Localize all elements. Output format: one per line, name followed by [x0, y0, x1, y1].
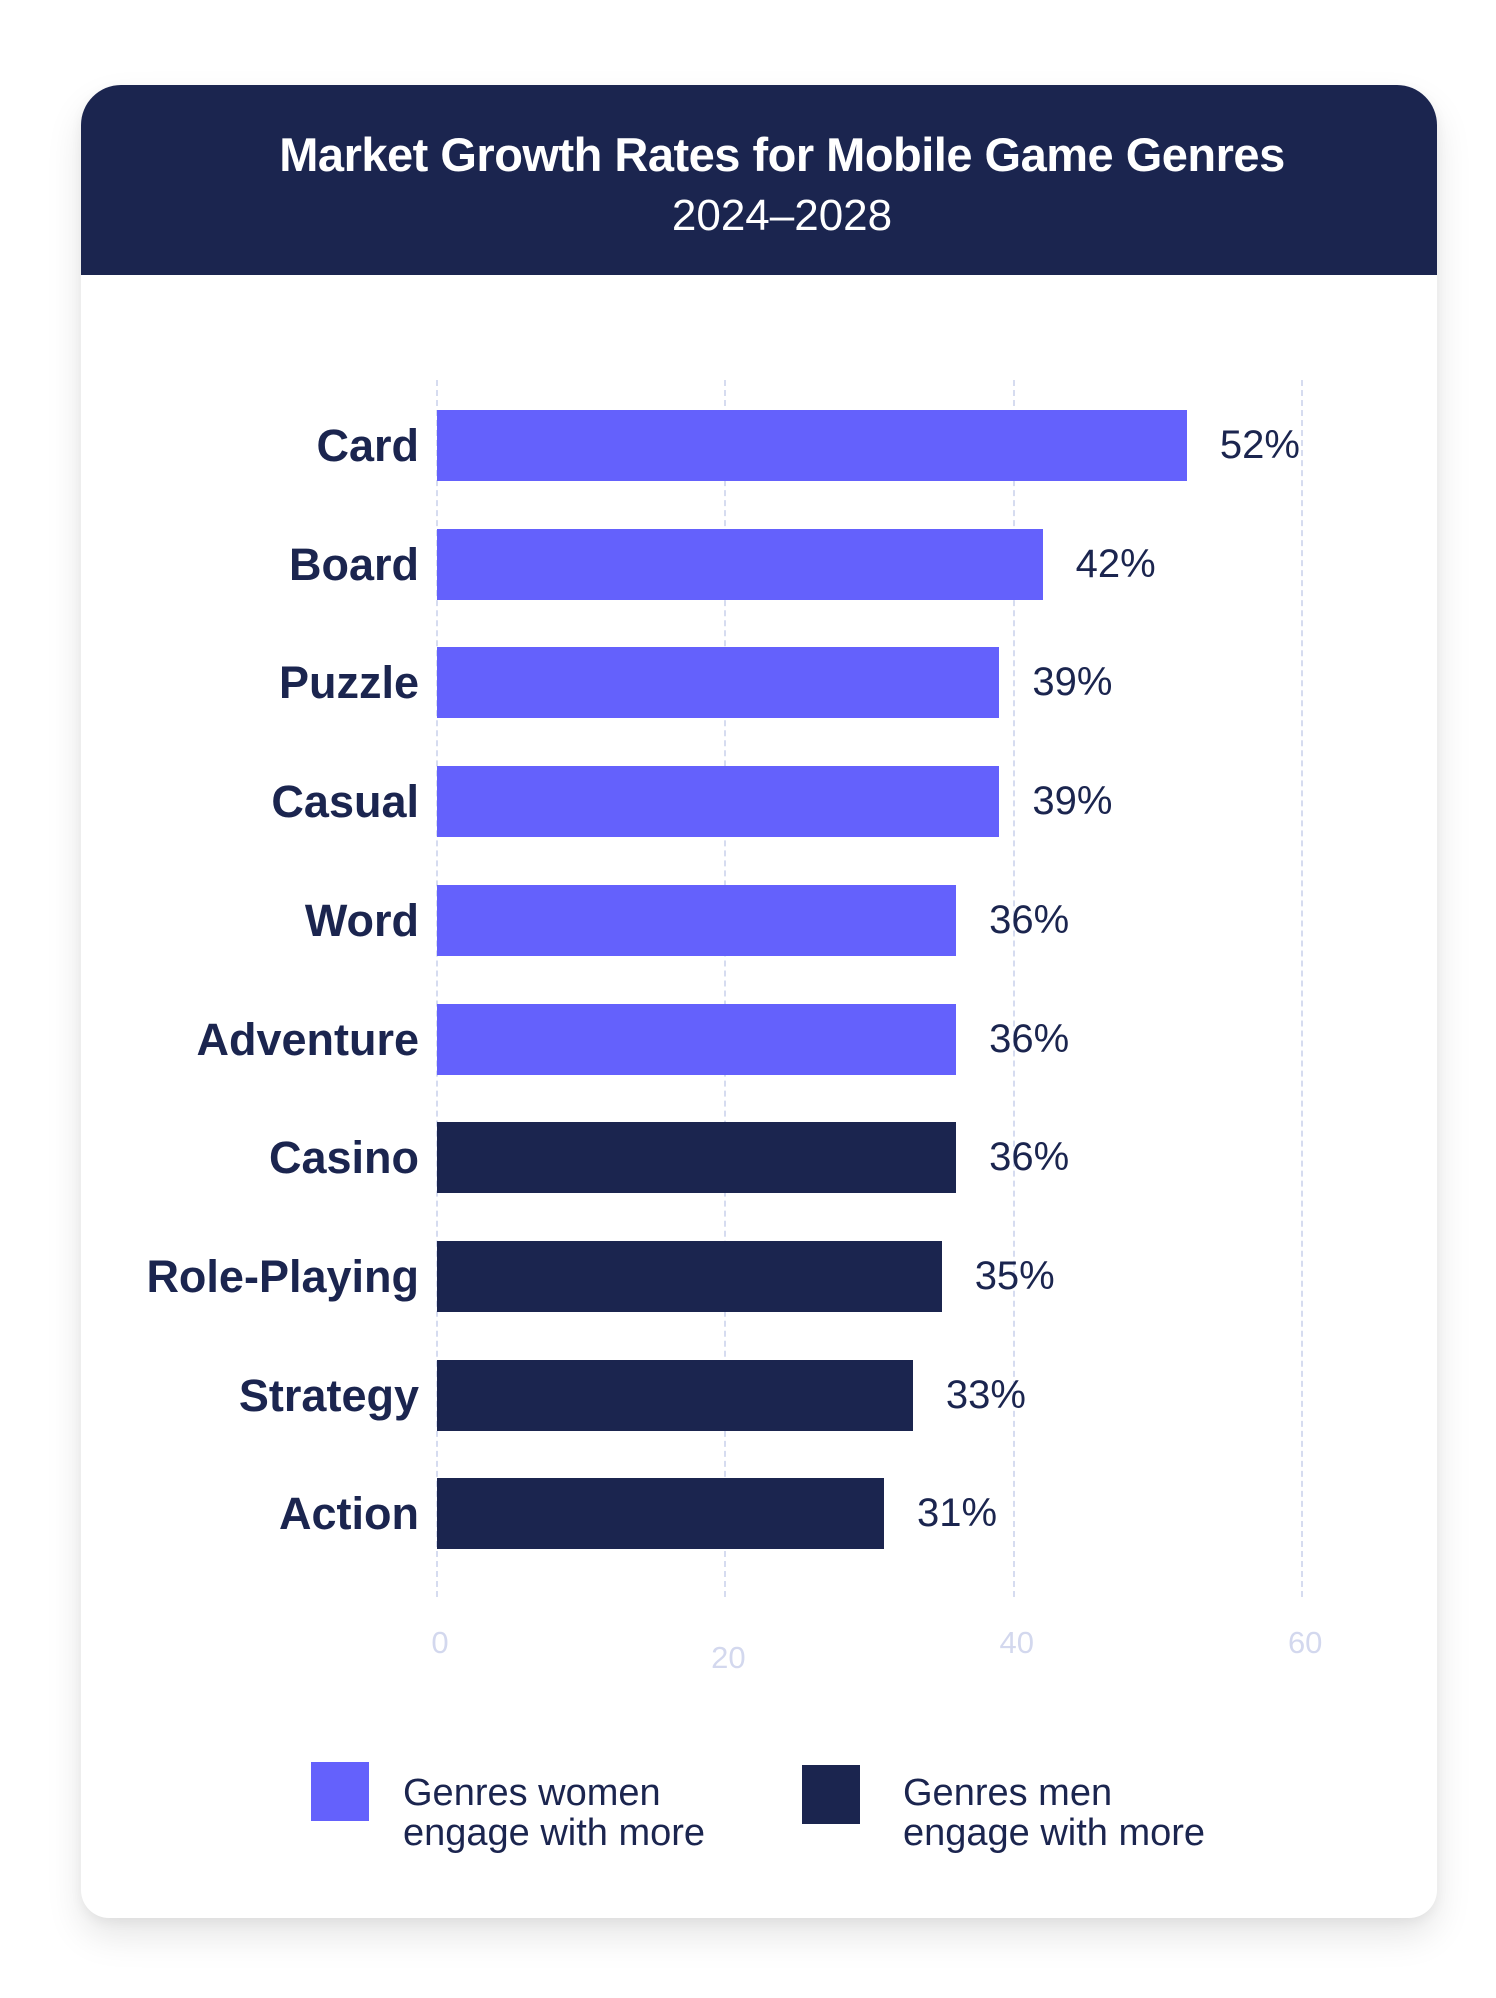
plot-area: 0 20 40 60 Card 52% Board 42% Puzzle 39% Casual 39%… [81, 85, 1437, 1918]
gridline-60 [1301, 380, 1304, 1597]
bar-casual[interactable] [437, 766, 1000, 837]
gridline-20 [724, 380, 727, 1597]
category-label: Word [304, 895, 419, 946]
value-label: 31% [917, 1491, 998, 1535]
x-tick-label: 40 [999, 1625, 1035, 1660]
gridline-0 [436, 380, 438, 1597]
legend-men-line1: Genres men [903, 1772, 1113, 1814]
category-label: Adventure [196, 1014, 419, 1065]
bar-row: Puzzle 39% [81, 647, 1437, 718]
bar-row: Card 52% [81, 410, 1437, 481]
category-label: Puzzle [278, 657, 419, 708]
bar-row: Word 36% [81, 885, 1437, 956]
legend-item-men: Genres men engage with more [903, 1773, 1323, 1853]
legend-men-line2: engage with more [903, 1812, 1206, 1854]
bar-casino[interactable] [437, 1122, 957, 1193]
category-label: Role-Playing [146, 1251, 419, 1302]
legend-women-line2: engage with more [403, 1812, 706, 1854]
bar-strategy[interactable] [437, 1360, 913, 1431]
bar-row: Board 42% [81, 529, 1437, 600]
legend-swatch-women [311, 1762, 369, 1821]
value-label: 33% [945, 1373, 1026, 1417]
chart-card: Market Growth Rates for Mobile Game Genr… [81, 85, 1437, 1918]
bar-action[interactable] [437, 1478, 885, 1549]
bar-role-playing[interactable] [437, 1241, 942, 1312]
bar-row: Casino 36% [81, 1122, 1437, 1193]
x-tick-label: 60 [1287, 1625, 1323, 1660]
legend-women-line1: Genres women [403, 1772, 661, 1814]
x-tick-label: 20 [711, 1640, 746, 1675]
value-label: 39% [1032, 779, 1113, 823]
value-label: 39% [1032, 660, 1113, 704]
category-label: Strategy [238, 1370, 419, 1421]
bar-row: Action 31% [81, 1478, 1437, 1549]
bar-board[interactable] [437, 529, 1043, 600]
bar-row: Role-Playing 35% [81, 1241, 1437, 1312]
chart-header: Market Growth Rates for Mobile Game Genr… [81, 85, 1437, 275]
value-label: 35% [974, 1254, 1055, 1298]
value-label: 36% [989, 1017, 1070, 1061]
category-label: Card [316, 420, 419, 471]
category-label: Board [288, 539, 419, 590]
category-label: Casino [268, 1132, 419, 1183]
value-label: 36% [989, 898, 1070, 942]
bar-puzzle[interactable] [437, 647, 1000, 718]
category-label: Casual [271, 776, 419, 827]
bar-row: Casual 39% [81, 766, 1437, 837]
bar-card[interactable] [437, 410, 1187, 481]
legend-item-women: Genres women engage with more [403, 1773, 823, 1853]
value-label: 52% [1219, 423, 1300, 467]
bar-row: Adventure 36% [81, 1004, 1437, 1075]
bar-row: Strategy 33% [81, 1360, 1437, 1431]
chart-title: Market Growth Rates for Mobile Game Genr… [279, 128, 1285, 181]
bar-adventure[interactable] [437, 1004, 957, 1075]
bar-word[interactable] [437, 885, 957, 956]
value-label: 42% [1075, 542, 1156, 586]
chart-subtitle: 2024–2028 [671, 191, 893, 240]
category-label: Action [279, 1488, 419, 1539]
value-label: 36% [989, 1135, 1070, 1179]
gridline-40 [1012, 380, 1015, 1597]
legend-swatch-men [802, 1765, 860, 1824]
x-tick-label: 0 [431, 1625, 449, 1660]
